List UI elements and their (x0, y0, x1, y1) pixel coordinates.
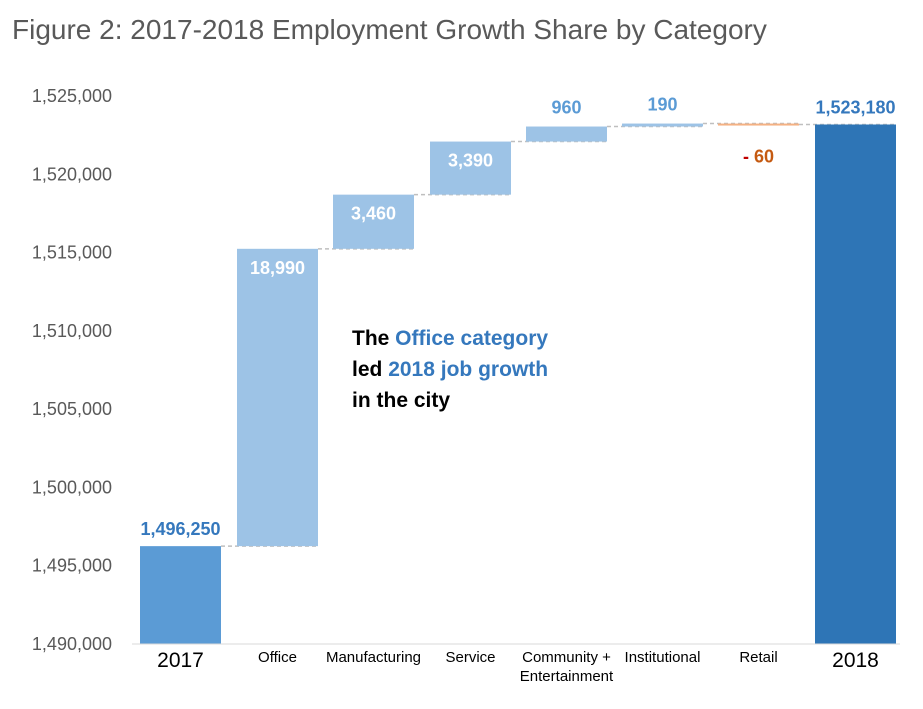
callout-line-3: in the city (352, 385, 548, 416)
chart-title: Figure 2: 2017-2018 Employment Growth Sh… (12, 14, 767, 45)
x-tick-label: Manufacturing (326, 649, 421, 666)
y-tick-label: 1,520,000 (32, 164, 112, 184)
x-tick-label: Institutional (625, 649, 701, 666)
data-label: 1,496,250 (140, 519, 220, 539)
bar-office (237, 248, 318, 547)
callout-text: in the city (352, 389, 451, 412)
callout-line-2: led 2018 job growth (352, 354, 548, 385)
x-tick-label: Community + (522, 649, 611, 666)
connector-lines (221, 122, 896, 547)
bar-community-entertainment (526, 126, 607, 142)
y-tick-label: 1,495,000 (32, 556, 112, 576)
callout-text: led (352, 358, 389, 381)
y-tick-label: 1,515,000 (32, 243, 112, 263)
bar-value-labels: 1,496,250 18,990 3,460 3,390 960 190 - 60 1,523… (140, 95, 895, 540)
y-tick-label: 1,500,000 (32, 477, 112, 497)
y-tick-label: 1,505,000 (32, 399, 112, 419)
x-tick-label: Retail (739, 649, 777, 666)
bar-2017 (140, 546, 221, 644)
y-tick-label: 1,525,000 (32, 86, 112, 106)
x-tick-label: Service (445, 649, 495, 666)
x-tick-label: 2018 (832, 649, 879, 672)
data-label: 3,460 (351, 204, 396, 224)
bar-manufacturing (333, 194, 414, 249)
x-tick-label: 2017 (157, 649, 204, 672)
data-label-sign: - (743, 146, 754, 166)
data-label-value: 60 (754, 146, 774, 166)
x-tick-label: Office (258, 649, 297, 666)
callout-text: The (352, 327, 396, 350)
y-tick-label: 1,510,000 (32, 321, 112, 341)
y-axis-ticks: 1,490,000 1,495,000 1,500,000 1,505,000 1,51… (32, 86, 112, 654)
callout-highlight: 2018 job growth (388, 358, 549, 381)
bar-2018 (815, 124, 896, 645)
y-tick-label: 1,490,000 (32, 634, 112, 654)
data-label: 3,390 (448, 151, 493, 171)
x-tick-label: Entertainment (520, 668, 614, 685)
bar-service (430, 141, 511, 195)
data-label: 960 (551, 98, 581, 118)
bar-institutional (622, 123, 703, 127)
bar-retail (718, 123, 799, 126)
x-axis-labels: 2017 Office Manufacturing Service Community … (157, 649, 879, 685)
callout-line-1: The Office category (352, 323, 548, 354)
callout-annotation: The Office category led 2018 job growth … (352, 323, 548, 416)
callout-highlight: Office category (395, 327, 549, 350)
data-label: 190 (647, 95, 677, 115)
bars (140, 123, 896, 645)
data-label: - 60 (743, 146, 774, 166)
data-label: 1,523,180 (815, 97, 895, 117)
data-label: 18,990 (250, 258, 305, 278)
